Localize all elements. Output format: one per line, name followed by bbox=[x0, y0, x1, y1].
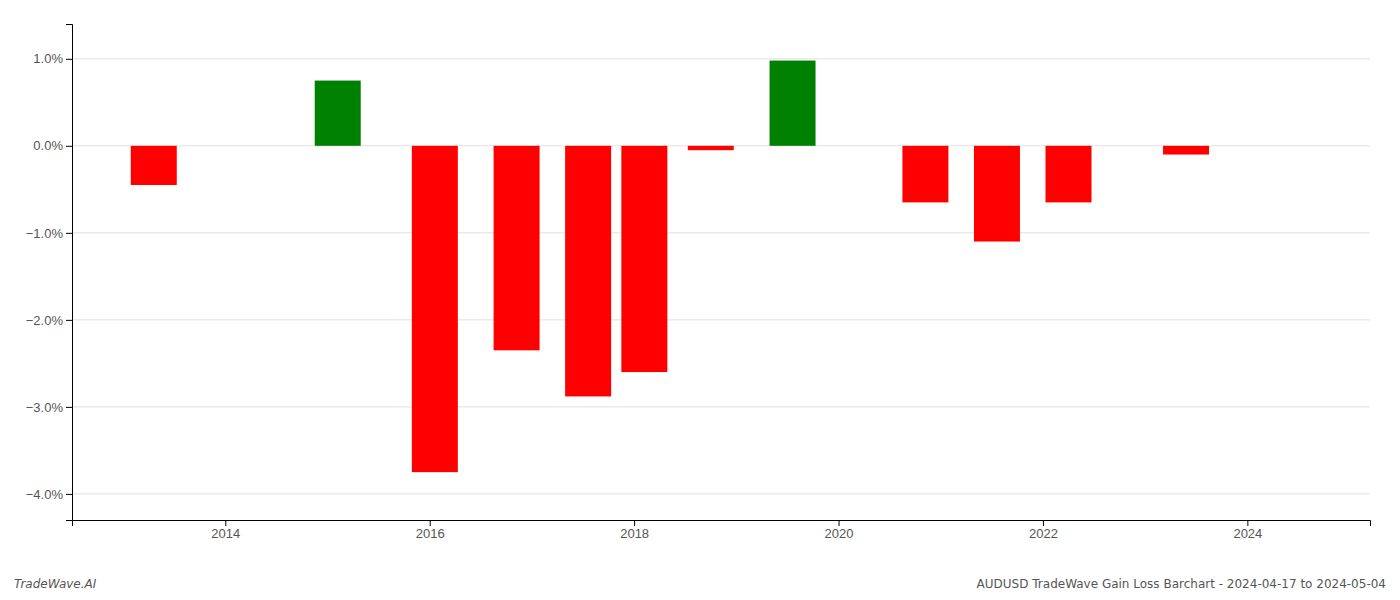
y-tick: −2.0% bbox=[26, 313, 72, 328]
x-tick: 2024 bbox=[1233, 520, 1262, 541]
x-axis-line bbox=[73, 521, 1371, 527]
bar bbox=[621, 146, 667, 372]
bar bbox=[412, 146, 458, 472]
bar bbox=[494, 146, 540, 350]
x-tick-label: 2016 bbox=[416, 526, 445, 541]
y-tick-mark bbox=[66, 494, 72, 495]
grid-line bbox=[72, 58, 1370, 59]
y-tick-label: 0.0% bbox=[33, 138, 63, 153]
y-tick-mark bbox=[66, 59, 72, 60]
bar bbox=[1046, 146, 1092, 203]
bar bbox=[974, 146, 1020, 242]
title: AUDUSD TradeWave Gain Loss Barchart - 20… bbox=[977, 577, 1386, 591]
x-tick-label: 2022 bbox=[1029, 526, 1058, 541]
bar bbox=[131, 146, 177, 185]
y-axis: −4.0% −3.0% −2.0% −1.0% 0.0% 1.0% bbox=[26, 25, 73, 521]
y-tick-label: −2.0% bbox=[26, 313, 64, 328]
x-tick: 2018 bbox=[620, 520, 649, 541]
grid-line bbox=[72, 406, 1370, 407]
x-tick: 2022 bbox=[1029, 520, 1058, 541]
x-tick: 2016 bbox=[416, 520, 445, 541]
grid-line bbox=[72, 319, 1370, 320]
x-axis: 2014 2016 2018 2020 2022 2024 bbox=[73, 520, 1371, 541]
x-tick-mark bbox=[225, 520, 226, 526]
x-tick-label: 2024 bbox=[1233, 526, 1262, 541]
y-tick-mark bbox=[66, 407, 72, 408]
x-tick: 2020 bbox=[825, 520, 854, 541]
bar bbox=[902, 146, 948, 203]
bar bbox=[770, 61, 816, 146]
x-tick: 2014 bbox=[211, 520, 240, 541]
bar bbox=[688, 146, 734, 150]
grid-line bbox=[72, 232, 1370, 233]
y-tick-label: −4.0% bbox=[26, 487, 64, 502]
y-tick: −1.0% bbox=[26, 226, 72, 241]
x-tick-mark bbox=[839, 520, 840, 526]
y-axis-line bbox=[66, 25, 73, 521]
y-tick-label: 1.0% bbox=[33, 51, 63, 66]
plot: 201420162018202020222024−4.0%−3.0%−2.0%−… bbox=[26, 25, 1371, 542]
x-tick-mark bbox=[1247, 520, 1248, 526]
y-tick-mark bbox=[66, 233, 72, 234]
y-tick-label: −1.0% bbox=[26, 226, 64, 241]
y-tick: 1.0% bbox=[33, 51, 72, 66]
chart: 201420162018202020222024−4.0%−3.0%−2.0%−… bbox=[0, 0, 1400, 600]
x-tick-mark bbox=[1043, 520, 1044, 526]
x-tick-label: 2020 bbox=[825, 526, 854, 541]
x-tick-label: 2018 bbox=[620, 526, 649, 541]
grid bbox=[72, 59, 1370, 494]
grid-line bbox=[72, 493, 1370, 494]
y-tick: −3.0% bbox=[26, 400, 72, 415]
bar bbox=[315, 81, 361, 146]
bar bbox=[565, 146, 611, 397]
bar bbox=[1163, 146, 1209, 155]
y-tick-mark bbox=[66, 320, 72, 321]
bars bbox=[131, 61, 1209, 473]
x-tick-label: 2014 bbox=[211, 526, 240, 541]
y-tick-mark bbox=[66, 146, 72, 147]
y-tick-label: −3.0% bbox=[26, 400, 64, 415]
y-tick: −4.0% bbox=[26, 487, 72, 502]
y-tick: 0.0% bbox=[33, 138, 72, 153]
x-tick-mark bbox=[634, 520, 635, 526]
x-tick-mark bbox=[430, 520, 431, 526]
footer-left: TradeWave.AI bbox=[14, 577, 97, 591]
